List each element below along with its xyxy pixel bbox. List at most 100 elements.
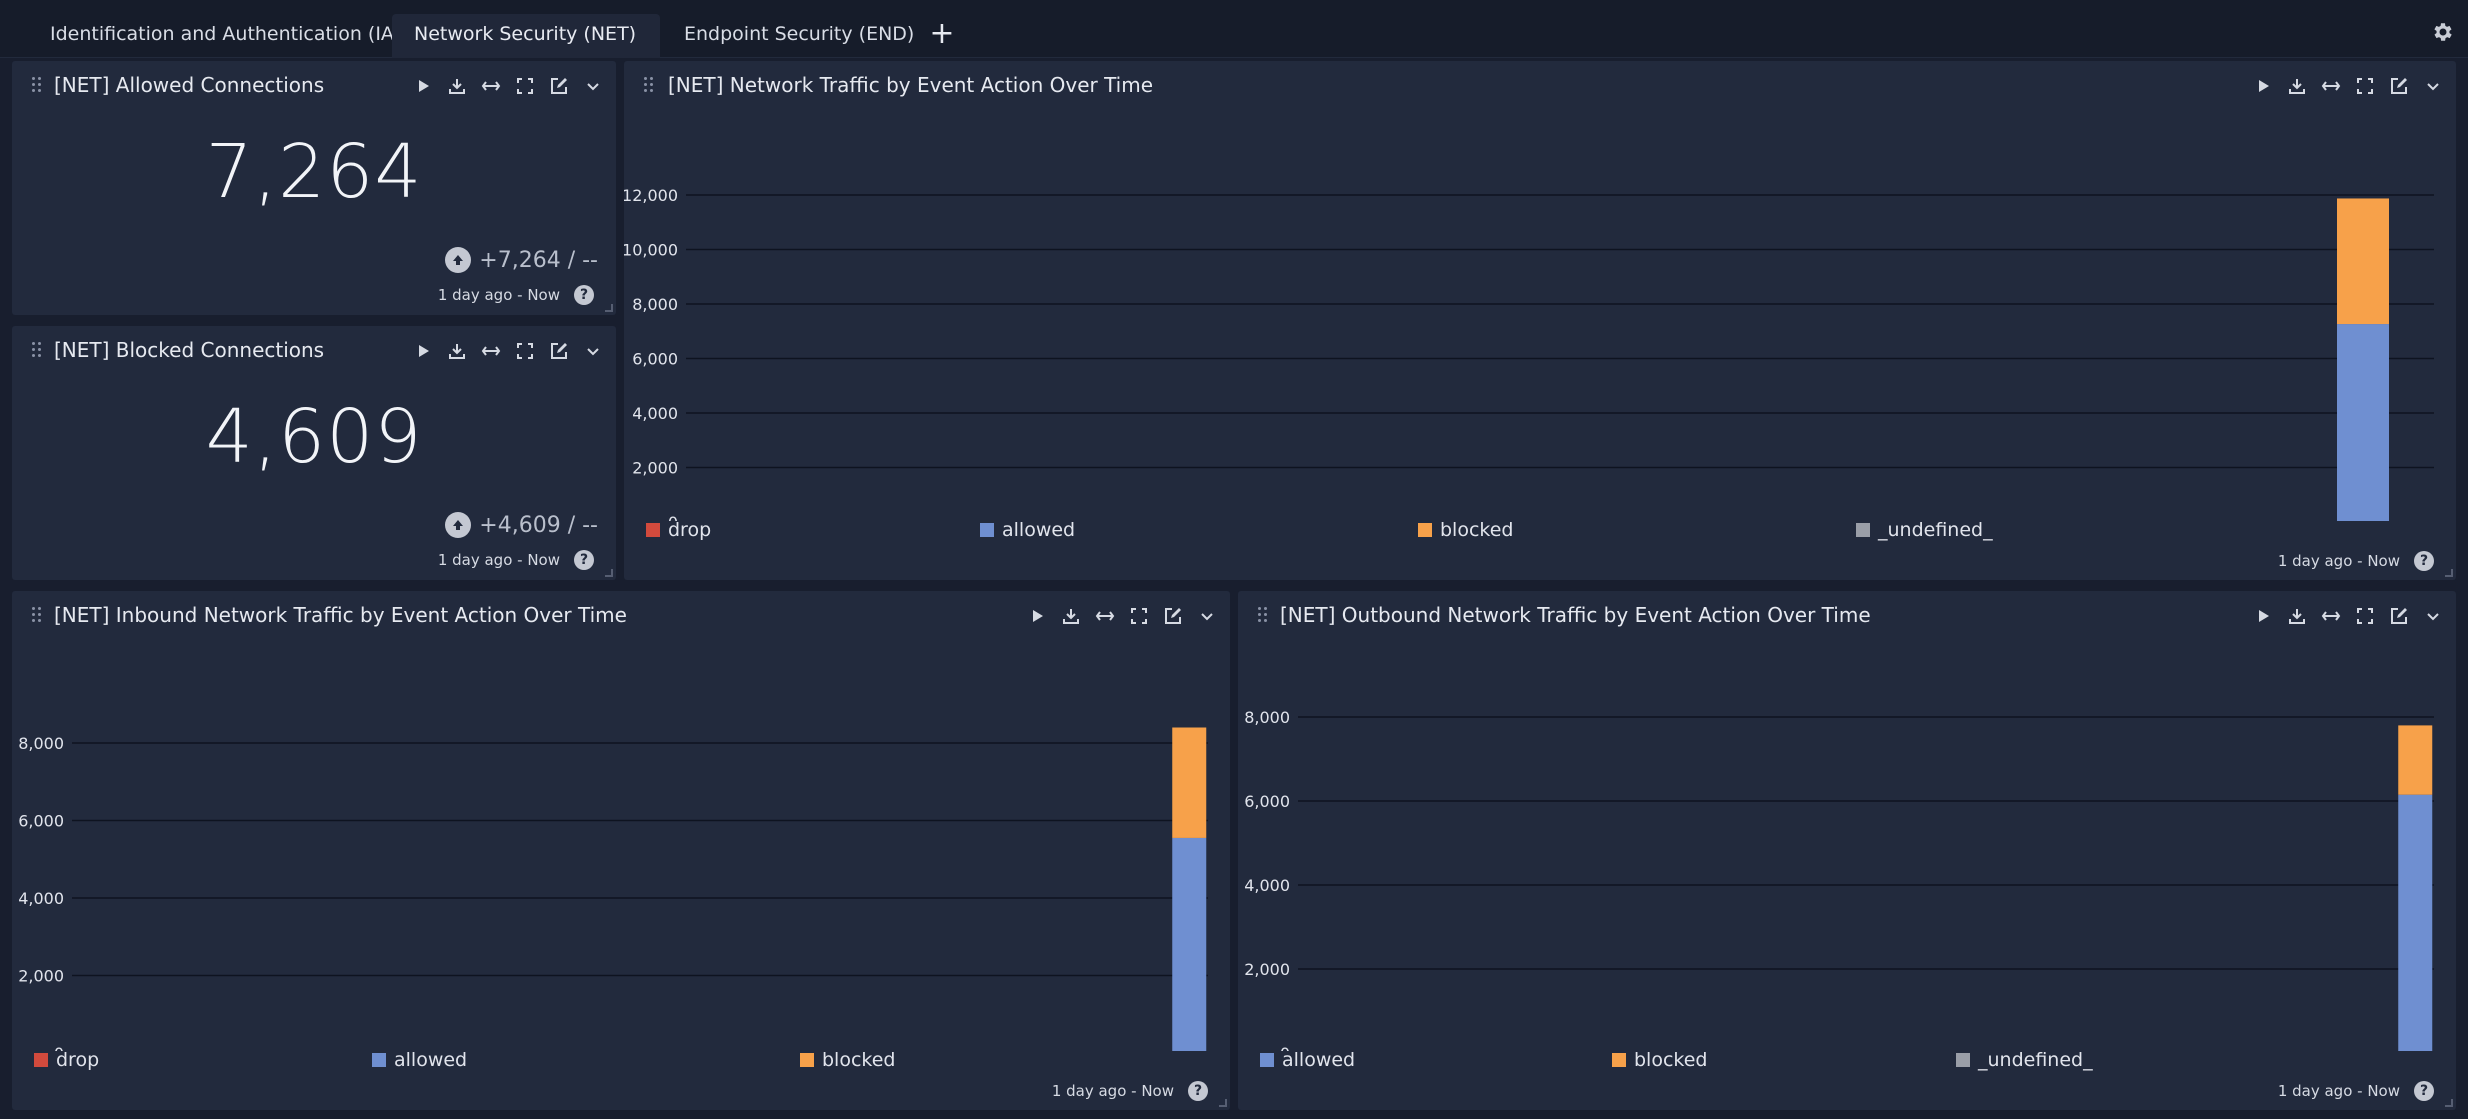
legend-item[interactable]: allowed [372, 1049, 467, 1071]
download-icon[interactable] [440, 73, 474, 99]
chart-legend: drop allowed blocked [34, 1049, 1134, 1073]
y-tick-label: 4,000 [632, 404, 678, 423]
legend-item[interactable]: _undefined_ [1856, 519, 1993, 541]
time-range: 1 day ago - Now ? [438, 550, 594, 570]
download-icon[interactable] [1054, 603, 1088, 629]
legend-item[interactable]: blocked [1612, 1049, 1708, 1071]
edit-icon[interactable] [542, 73, 576, 99]
y-tick-label: 0 [1280, 1044, 1290, 1051]
y-tick-label: 8,000 [632, 295, 678, 314]
blocked-connections-panel: [NET] Blocked Connections 4,609 +4,609 /… [12, 326, 616, 580]
expand-horizontal-icon[interactable] [2314, 603, 2348, 629]
edit-icon[interactable] [1156, 603, 1190, 629]
expand-horizontal-icon[interactable] [474, 73, 508, 99]
resize-handle[interactable] [1219, 1099, 1227, 1107]
download-icon[interactable] [440, 338, 474, 364]
legend-item[interactable]: drop [646, 519, 711, 541]
legend-label: drop [56, 1049, 100, 1071]
resize-handle[interactable] [605, 569, 613, 577]
y-tick-label: 6,000 [632, 350, 678, 369]
legend-label: drop [668, 519, 712, 541]
expand-horizontal-icon[interactable] [2314, 73, 2348, 99]
time-range: 1 day ago - Now ? [438, 285, 594, 305]
legend-swatch [980, 523, 994, 537]
bar-allowed[interactable] [1172, 837, 1207, 1051]
legend-item[interactable]: allowed [1260, 1049, 1355, 1071]
legend-item[interactable]: _undefined_ [1956, 1049, 2093, 1071]
fullscreen-icon[interactable] [508, 73, 542, 99]
drag-handle-icon[interactable] [644, 77, 654, 93]
resize-handle[interactable] [2445, 569, 2453, 577]
panel-toolbar [406, 338, 610, 364]
chevron-down-icon[interactable] [2416, 603, 2450, 629]
play-icon[interactable] [406, 73, 440, 99]
fullscreen-icon[interactable] [1122, 603, 1156, 629]
help-icon[interactable]: ? [574, 550, 594, 570]
fullscreen-icon[interactable] [2348, 603, 2382, 629]
y-tick-label: 8,000 [1244, 708, 1290, 727]
expand-horizontal-icon[interactable] [1088, 603, 1122, 629]
resize-handle[interactable] [605, 304, 613, 312]
play-icon[interactable] [1020, 603, 1054, 629]
legend-label: blocked [1440, 519, 1514, 541]
bar-allowed[interactable] [2398, 794, 2433, 1051]
edit-icon[interactable] [2382, 603, 2416, 629]
help-icon[interactable]: ? [2414, 551, 2434, 571]
help-icon[interactable]: ? [1188, 1081, 1208, 1101]
y-tick-label: 2,000 [18, 967, 64, 986]
bar-blocked[interactable] [2398, 725, 2433, 795]
gear-icon[interactable] [2430, 20, 2454, 44]
expand-horizontal-icon[interactable] [474, 338, 508, 364]
drag-handle-icon[interactable] [32, 607, 42, 623]
chevron-down-icon[interactable] [576, 73, 610, 99]
panel-toolbar [2246, 73, 2450, 99]
legend-item[interactable]: drop [34, 1049, 99, 1071]
bar-blocked[interactable] [2337, 198, 2389, 325]
panel-title: [NET] Allowed Connections [54, 73, 325, 97]
bar-blocked[interactable] [1172, 727, 1207, 838]
drag-handle-icon[interactable] [32, 77, 42, 93]
bar-allowed[interactable] [2337, 324, 2389, 521]
fullscreen-icon[interactable] [2348, 73, 2382, 99]
chevron-down-icon[interactable] [576, 338, 610, 364]
play-icon[interactable] [2246, 603, 2280, 629]
drag-handle-icon[interactable] [32, 342, 42, 358]
outbound-traffic-panel: [NET] Outbound Network Traffic by Event … [1238, 591, 2456, 1110]
help-icon[interactable]: ? [574, 285, 594, 305]
legend-swatch [1856, 523, 1870, 537]
legend-item[interactable]: allowed [980, 519, 1075, 541]
edit-icon[interactable] [2382, 73, 2416, 99]
y-tick-label: 2,000 [1244, 960, 1290, 979]
legend-label: _undefined_ [1878, 519, 1993, 541]
chevron-down-icon[interactable] [2416, 73, 2450, 99]
legend-label: allowed [394, 1049, 468, 1071]
download-icon[interactable] [2280, 603, 2314, 629]
play-icon[interactable] [2246, 73, 2280, 99]
fullscreen-icon[interactable] [508, 338, 542, 364]
y-tick-label: 0 [668, 513, 678, 521]
edit-icon[interactable] [542, 338, 576, 364]
add-tab-button[interactable]: + [929, 16, 955, 51]
allowed-connections-panel: [NET] Allowed Connections 7,264 +7,264 /… [12, 61, 616, 315]
legend-item[interactable]: blocked [800, 1049, 896, 1071]
y-tick-label: 4,000 [1244, 876, 1290, 895]
panel-title: [NET] Blocked Connections [54, 338, 325, 362]
help-icon[interactable]: ? [2414, 1081, 2434, 1101]
metric-delta-text: +4,609 / -- [479, 512, 598, 538]
legend-swatch [1612, 1053, 1626, 1067]
chart-legend: drop allowed blocked _undefined_ [646, 519, 2146, 543]
metric-value: 7,264 [205, 129, 423, 215]
legend-item[interactable]: blocked [1418, 519, 1514, 541]
resize-handle[interactable] [2445, 1099, 2453, 1107]
tab-net[interactable]: Network Security (NET) [392, 14, 660, 77]
play-icon[interactable] [406, 338, 440, 364]
download-icon[interactable] [2280, 73, 2314, 99]
time-range: 1 day ago - Now ? [1052, 1081, 1208, 1101]
tab-end[interactable]: Endpoint Security (END) [662, 14, 936, 58]
tab-label: Network Security (NET) [414, 23, 637, 45]
chevron-down-icon[interactable] [1190, 603, 1224, 629]
drag-handle-icon[interactable] [1258, 607, 1268, 623]
metric-delta: +7,264 / -- [445, 247, 598, 273]
tab-iac[interactable]: Identification and Authentication (IAC) [28, 14, 436, 58]
